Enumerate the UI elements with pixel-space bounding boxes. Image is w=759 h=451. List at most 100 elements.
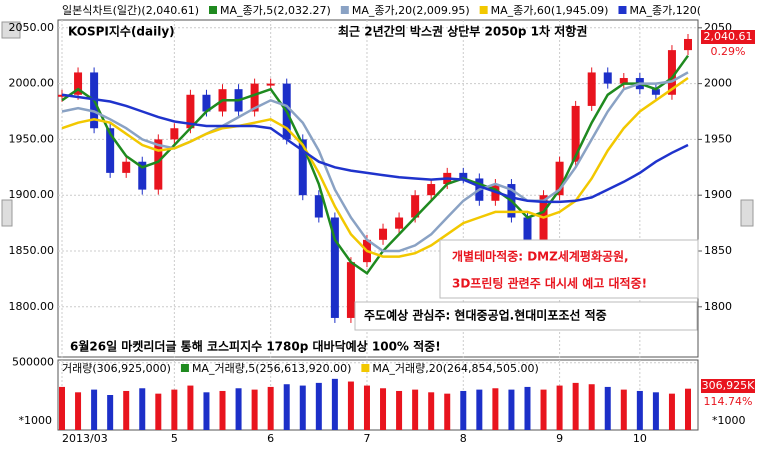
legend-swatch xyxy=(180,364,189,372)
candle xyxy=(571,105,580,162)
candle xyxy=(106,128,115,173)
candle xyxy=(411,195,420,218)
candle xyxy=(154,139,163,190)
scroll-button[interactable] xyxy=(1,21,21,39)
legend-label: MA_종가,5(2,032.27) xyxy=(220,4,331,17)
bottom-call: 6월26일 마켓리더글 통해 코스피지수 1780p 대바닥예상 100% 적중… xyxy=(70,339,441,354)
x-tick-label: 2013/03 xyxy=(62,432,108,445)
legend-label: MA_거래량,5(256,613,920.00) xyxy=(192,362,351,375)
volume-bar xyxy=(668,393,675,430)
volume-bar xyxy=(685,388,691,430)
x-tick-label: 8 xyxy=(460,432,467,445)
candle xyxy=(667,50,676,95)
volume-bar xyxy=(235,388,242,430)
candle xyxy=(555,161,564,196)
index-name: KOSPI지수(daily) xyxy=(68,24,175,39)
candle xyxy=(122,161,131,173)
scroll-handle[interactable] xyxy=(740,199,754,227)
volume-bar xyxy=(460,390,467,430)
change: 0.29% xyxy=(711,45,746,58)
y2-tick-label: 2000 xyxy=(704,77,732,90)
volume-bar xyxy=(636,390,643,430)
last-price: 2,040.61 xyxy=(704,30,753,43)
theme-line: 개별테마적중: DMZ세계평화공원, xyxy=(452,249,629,264)
volume-bar xyxy=(155,393,162,430)
volume-bar xyxy=(444,393,451,430)
ma-line xyxy=(61,76,689,258)
volume-bar xyxy=(412,389,419,430)
volume-bar xyxy=(75,392,82,430)
last-price-box xyxy=(701,30,755,44)
candle xyxy=(330,217,339,318)
candle xyxy=(619,78,628,84)
volume-bar xyxy=(652,392,659,430)
candle xyxy=(427,184,436,196)
legend-swatch xyxy=(361,364,370,372)
volume-bar xyxy=(363,385,370,430)
candle xyxy=(138,161,147,190)
ma-line xyxy=(61,71,689,253)
volume-bar xyxy=(476,389,483,430)
legend-label: 일본식차트(일간)(2,040.61) xyxy=(62,3,199,17)
legend-swatch xyxy=(479,6,488,14)
legend-label: MA_종가,120( xyxy=(629,4,701,17)
x-tick-label: 7 xyxy=(363,432,370,445)
volume-bar xyxy=(187,385,194,430)
legend-swatch xyxy=(618,6,627,14)
volume-bar xyxy=(203,392,210,430)
volume-bar xyxy=(347,381,354,430)
y2-tick-label: 1900 xyxy=(704,188,732,201)
y-tick-label: 2000.00 xyxy=(9,77,55,90)
ma-line xyxy=(61,54,690,276)
legend-label: 거래량(306,925,000) xyxy=(62,362,171,375)
y-tick-label: 500000 xyxy=(12,356,54,369)
volume-bar xyxy=(139,388,146,430)
volume-unit: *1000 xyxy=(19,414,53,427)
x-tick-label: 9 xyxy=(556,432,563,445)
volume-bar xyxy=(107,395,114,430)
candle xyxy=(651,89,660,95)
candle xyxy=(266,83,275,86)
candle xyxy=(395,217,404,229)
theme-line: 3D프린팅 관련주 대시세 예고 대적중! xyxy=(452,276,647,291)
legend-swatch xyxy=(340,6,349,14)
volume-bar xyxy=(572,382,579,430)
volume-bar xyxy=(620,389,627,430)
volume-bar xyxy=(428,392,435,430)
legend-label: MA_종가,60(1,945.09) xyxy=(491,4,609,17)
volume-bar xyxy=(508,389,515,430)
theme-box xyxy=(439,239,699,299)
volume-bar xyxy=(315,382,322,430)
y-tick-label: 1950.00 xyxy=(9,132,55,145)
volume-bar xyxy=(59,386,65,430)
legend-label: MA_종가,20(2,009.95) xyxy=(352,4,470,17)
volume-bar xyxy=(396,390,403,430)
volume-bar xyxy=(283,384,290,430)
volume-bar xyxy=(251,389,258,430)
candle xyxy=(523,217,532,240)
last-volume-box xyxy=(701,379,755,393)
candle xyxy=(459,172,468,179)
price-frame xyxy=(57,19,699,358)
x-tick-label: 6 xyxy=(267,432,274,445)
legend-label: MA_거래량,20(264,854,505.00) xyxy=(372,362,538,375)
candle xyxy=(346,262,355,318)
volume-bar xyxy=(331,378,338,430)
volume-bar xyxy=(219,390,226,430)
volume-bar xyxy=(556,385,563,430)
volume-bar xyxy=(299,385,306,430)
candle xyxy=(587,72,596,106)
plot: 1800.00 1850.00 1900.00 1950.00 2000.00 2050.… xyxy=(9,3,733,445)
volume-frame xyxy=(57,359,699,431)
candle xyxy=(684,38,692,51)
y-tick-label: 1900.00 xyxy=(9,188,55,201)
candle xyxy=(170,128,179,140)
volume-bar xyxy=(380,388,387,430)
candle xyxy=(603,72,612,84)
candle xyxy=(298,139,307,196)
candle xyxy=(379,228,388,240)
leaders-text: 주도예상 관심주: 현대중공업.현대미포조선 적중 xyxy=(364,308,607,323)
volume-bar xyxy=(171,389,178,430)
scroll-handle[interactable] xyxy=(1,199,13,227)
